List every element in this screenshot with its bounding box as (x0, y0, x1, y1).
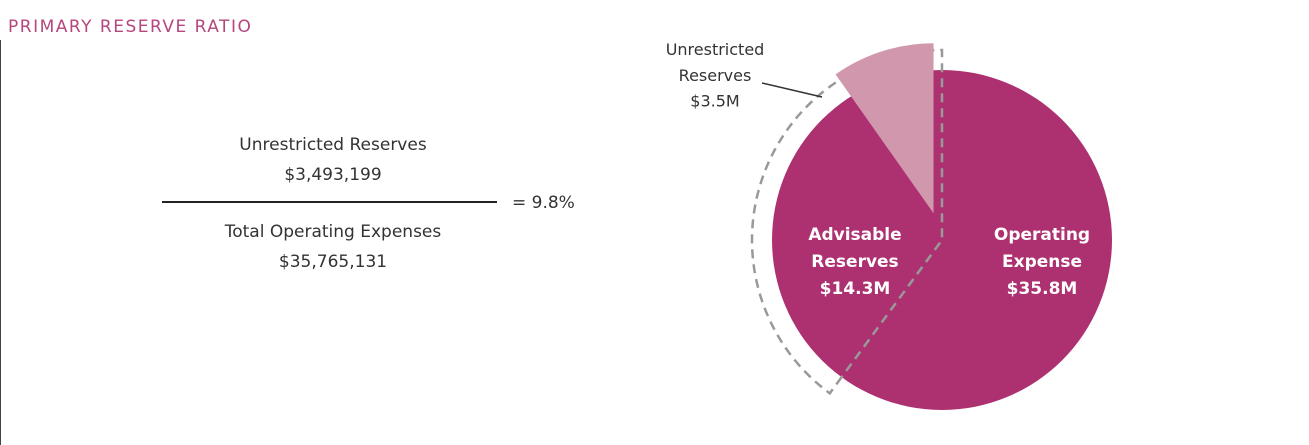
slice-value: $3.5M (690, 92, 739, 111)
slice-value: $35.8M (1007, 279, 1078, 299)
slice-label: Unrestricted Reserves (666, 40, 765, 85)
numerator-value: $3,493,199 (284, 165, 381, 185)
denominator-value: $35,765,131 (279, 252, 387, 272)
slice-label: Operating Expense (994, 225, 1090, 272)
chart-title: PRIMARY RESERVE RATIO (8, 17, 252, 37)
pie-slice (835, 43, 934, 214)
ratio-result: = 9.8% (512, 193, 575, 213)
denominator-label: Total Operating Expenses (224, 222, 442, 242)
leader-line (761, 82, 823, 98)
slice-label: Advisable Reserves (808, 225, 901, 272)
slice-value: $14.3M (820, 279, 891, 299)
pie-slice (772, 70, 1112, 410)
numerator-label: Unrestricted Reserves (239, 135, 427, 155)
